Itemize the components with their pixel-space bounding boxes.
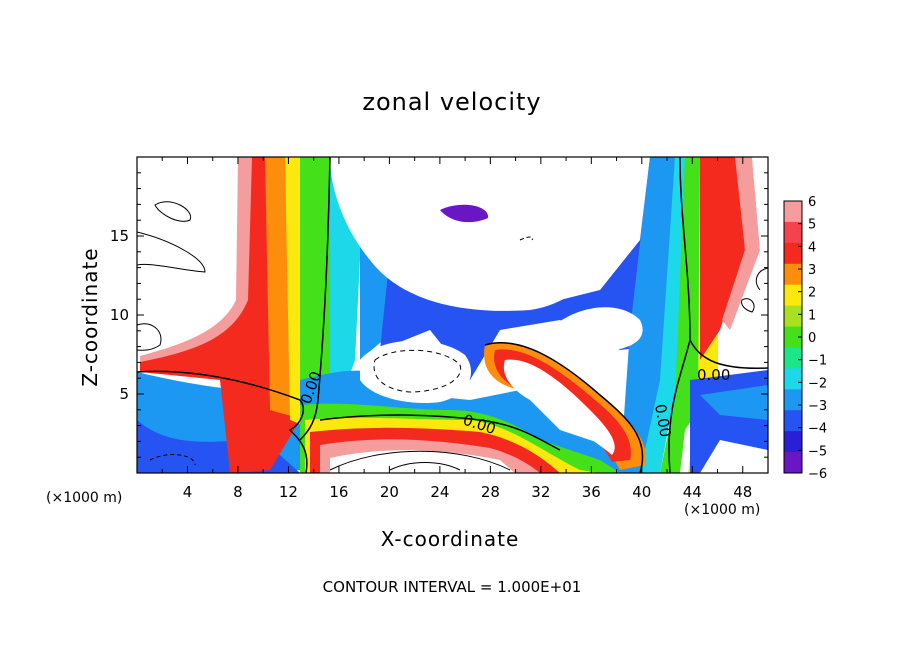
colorbar-swatch xyxy=(784,201,802,223)
contour-bottom-arc xyxy=(329,450,511,471)
contour-arc-left xyxy=(137,231,206,273)
colorbar-swatch xyxy=(784,221,802,244)
contour-lines xyxy=(137,157,768,473)
x-tick-label: 28 xyxy=(481,483,500,501)
x-tick-label: 4 xyxy=(183,483,193,501)
colorbar-label: 4 xyxy=(808,240,816,255)
contour-arc-left-2 xyxy=(137,323,162,351)
colorbar-label: 1 xyxy=(808,308,816,323)
x-unit-left: (×1000 m) xyxy=(46,490,123,506)
x-tick-label: 8 xyxy=(233,483,243,501)
field-right-lower-blue xyxy=(690,370,768,473)
colorbar-label: −2 xyxy=(808,376,827,391)
colorbar-label: 3 xyxy=(808,263,816,278)
field-white-bubble xyxy=(360,340,472,404)
x-unit-right: (×1000 m) xyxy=(684,502,761,518)
field-purple-blob xyxy=(440,204,489,223)
x-tick-label: 36 xyxy=(582,483,601,501)
colorbar-swatch xyxy=(784,284,802,307)
colorbar-label: 2 xyxy=(808,286,816,301)
colorbar-label: 5 xyxy=(808,218,816,233)
x-tick-label: 48 xyxy=(733,483,752,501)
contour-label: 0.00 xyxy=(697,366,730,384)
field-white-upper-right xyxy=(740,157,768,360)
contour-bottom-arc-inner xyxy=(389,462,461,471)
colorbar-swatch xyxy=(784,389,802,411)
colorbar-swatch xyxy=(784,326,802,348)
x-tick-label: 24 xyxy=(430,483,449,501)
colorbar-label: 6 xyxy=(808,195,816,210)
colorbar-swatch xyxy=(784,431,802,453)
colorbar-swatch xyxy=(784,347,802,369)
colorbar: 6 5 4 3 2 1 0 −1 −2 −3 −4 −5 −6 xyxy=(783,195,827,482)
colorbar-label: −5 xyxy=(808,444,827,459)
contour-interval-note: CONTOUR INTERVAL = 1.000E+01 xyxy=(322,578,582,596)
colorbar-label: −4 xyxy=(808,422,827,437)
x-tick-label: 40 xyxy=(632,483,651,501)
x-tick-label: 44 xyxy=(683,483,702,501)
field-green-plume xyxy=(300,157,335,440)
colorbar-label: 0 xyxy=(808,331,816,346)
chart-title: zonal velocity xyxy=(362,88,542,116)
y-tick-label: 15 xyxy=(110,227,129,245)
colorbar-swatch xyxy=(784,452,802,474)
contour-zero-crescent xyxy=(484,342,644,473)
x-tick-label: 20 xyxy=(380,483,399,501)
field-right-pink xyxy=(722,157,760,330)
contour-label: 0.00 xyxy=(651,403,675,439)
field-red-plume xyxy=(140,157,300,473)
contour-zero-bottom xyxy=(319,414,561,451)
y-axis-label: Z-coordinate xyxy=(78,247,102,387)
contour-dashed-bottomleft xyxy=(149,454,196,466)
contour-dashed-small xyxy=(519,236,534,241)
contour-right-arc xyxy=(755,267,768,291)
colorbar-swatch xyxy=(784,305,802,328)
colorbar-swatch xyxy=(784,263,802,286)
contour-dashed-bubble xyxy=(373,349,462,393)
field-white-crescent xyxy=(503,359,615,455)
y-tick-label: 10 xyxy=(110,306,129,324)
x-tick-label: 16 xyxy=(329,483,348,501)
y-tick-label: 5 xyxy=(119,385,129,403)
field-white-dome xyxy=(330,157,640,311)
colorbar-swatch xyxy=(784,368,802,390)
contour-zero-right-branch xyxy=(689,339,768,369)
field-right-lower-cyan xyxy=(700,385,768,420)
colorbar-label: −3 xyxy=(808,399,827,414)
colorbar-swatch xyxy=(784,242,802,265)
field-white-notch xyxy=(555,307,643,352)
velocity-field xyxy=(137,157,768,473)
colorbar-label: −6 xyxy=(808,467,827,482)
contour-ellipse-upper-left xyxy=(154,201,192,222)
contour-right-small xyxy=(741,298,755,313)
field-pink-plume-edge xyxy=(140,157,252,362)
colorbar-swatch xyxy=(784,410,802,432)
x-tick-label: 12 xyxy=(279,483,298,501)
x-axis-label: X-coordinate xyxy=(380,527,520,551)
contour-zero-vertical xyxy=(299,157,331,441)
field-right-red xyxy=(700,157,745,360)
x-tick-label: 32 xyxy=(531,483,550,501)
contour-zero-right xyxy=(668,157,691,473)
y-axis-ticks: 5 10 15 xyxy=(110,172,768,458)
colorbar-label: −1 xyxy=(808,354,827,369)
contour-zero-left xyxy=(137,370,308,473)
x-axis-ticks: 4 8 12 16 20 24 28 32 36 40 44 48 xyxy=(161,157,752,501)
